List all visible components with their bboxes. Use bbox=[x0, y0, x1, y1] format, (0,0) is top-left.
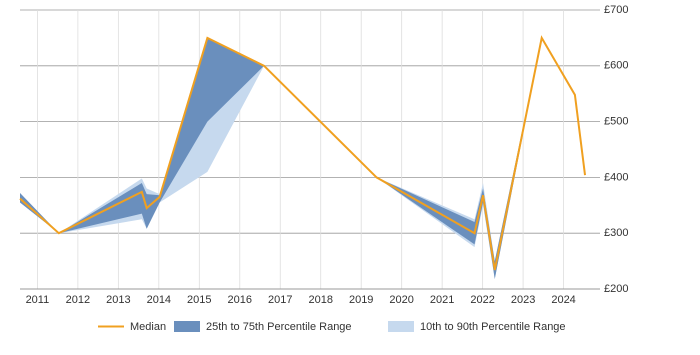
x-tick-label: 2011 bbox=[26, 294, 50, 306]
x-tick-label: 2021 bbox=[430, 294, 454, 306]
x-tick-label: 2019 bbox=[349, 294, 373, 306]
x-tick-label: 2016 bbox=[228, 294, 252, 306]
x-tick-label: 2012 bbox=[66, 294, 90, 306]
x-tick-label: 2018 bbox=[308, 294, 332, 306]
y-tick-label: £300 bbox=[604, 227, 628, 239]
y-tick-label: £600 bbox=[604, 60, 628, 72]
x-tick-label: 2015 bbox=[187, 294, 211, 306]
x-tick-label: 2013 bbox=[106, 294, 130, 306]
y-tick-label: £400 bbox=[604, 171, 628, 183]
legend-label: Median bbox=[130, 321, 166, 333]
median-line bbox=[19, 35, 587, 271]
x-tick-label: 2020 bbox=[389, 294, 413, 306]
x-tick-label: 2017 bbox=[268, 294, 292, 306]
x-tick-label: 2014 bbox=[147, 294, 171, 306]
legend-swatch bbox=[174, 321, 200, 332]
x-tick-label: 2024 bbox=[551, 294, 575, 306]
x-tick-label: 2022 bbox=[470, 294, 494, 306]
y-tick-label: £200 bbox=[604, 283, 628, 295]
y-tick-label: £700 bbox=[604, 4, 628, 16]
legend-label: 25th to 75th Percentile Range bbox=[206, 321, 352, 333]
x-tick-label: 2023 bbox=[511, 294, 535, 306]
plot-area bbox=[20, 10, 600, 289]
legend-label: 10th to 90th Percentile Range bbox=[420, 321, 566, 333]
legend-swatch bbox=[388, 321, 414, 332]
range-band bbox=[20, 37, 586, 279]
y-tick-label: £500 bbox=[604, 116, 628, 128]
